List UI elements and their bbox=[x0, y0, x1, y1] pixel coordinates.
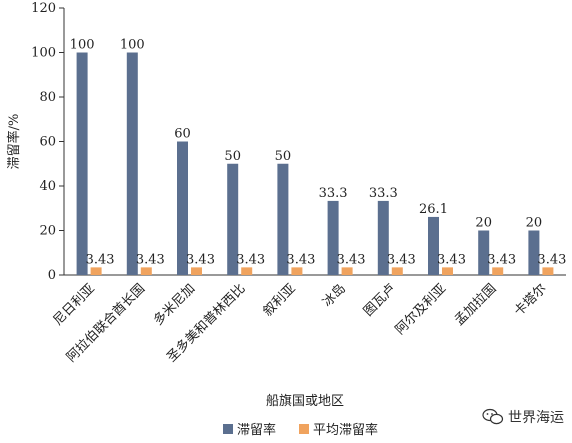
data-label-retention-rate: 100 bbox=[70, 38, 95, 53]
watermark-text: 世界海运 bbox=[508, 410, 564, 426]
bar-average-retention-rate bbox=[542, 267, 554, 275]
data-labels: 100 3.43 100 3.43 60 3.43 50 3.43 50 3.43 33.3 3.43… bbox=[70, 38, 567, 268]
bar-retention-rate bbox=[76, 52, 88, 275]
bar-average-retention-rate bbox=[191, 267, 202, 275]
bar-retention-rate bbox=[227, 163, 239, 275]
legend-label-average-retention-rate: 平均滞留率 bbox=[313, 422, 378, 438]
category-label: 叙利亚 bbox=[261, 281, 299, 319]
bar-retention-rate bbox=[277, 163, 289, 275]
y-tick-label: 60 bbox=[39, 135, 56, 150]
y-tick-label: 100 bbox=[31, 46, 56, 61]
legend-swatch-average-retention-rate bbox=[299, 424, 309, 434]
y-tick-label: 40 bbox=[39, 179, 56, 194]
category-label: 孟加拉国 bbox=[452, 281, 499, 328]
data-label-retention-rate: 60 bbox=[174, 127, 191, 142]
category-label: 冰岛 bbox=[319, 281, 349, 311]
category-label: 多米尼加 bbox=[150, 281, 198, 329]
y-axis-title: 滞留率/% bbox=[6, 114, 22, 170]
legend: 滞留率 平均滞留率 bbox=[223, 422, 378, 438]
data-label-average-retention-rate: 3.43 bbox=[537, 252, 566, 267]
x-axis-title: 船旗国或地区 bbox=[266, 393, 344, 409]
bar-average-retention-rate bbox=[341, 267, 353, 275]
data-label-average-retention-rate: 3.43 bbox=[286, 252, 315, 267]
bars bbox=[76, 52, 554, 275]
bar-retention-rate bbox=[126, 52, 138, 275]
category-label: 尼日利亚 bbox=[51, 281, 98, 328]
bar-average-retention-rate bbox=[442, 267, 453, 275]
y-tick-label: 120 bbox=[31, 1, 56, 16]
data-label-retention-rate: 33.3 bbox=[369, 186, 398, 201]
wechat-icon bbox=[482, 408, 504, 425]
bar-average-retention-rate bbox=[391, 267, 403, 275]
data-label-average-retention-rate: 3.43 bbox=[186, 252, 215, 267]
bar-average-retention-rate bbox=[492, 267, 504, 275]
bar-retention-rate bbox=[528, 230, 540, 275]
y-tick-label: 20 bbox=[39, 224, 56, 239]
legend-label-retention-rate: 滞留率 bbox=[237, 422, 276, 438]
data-label-average-retention-rate: 3.43 bbox=[86, 252, 115, 267]
bar-average-retention-rate bbox=[241, 267, 253, 275]
bar-retention-rate bbox=[428, 216, 439, 275]
data-label-retention-rate: 26.1 bbox=[419, 202, 448, 217]
data-label-average-retention-rate: 3.43 bbox=[487, 252, 516, 267]
data-label-retention-rate: 100 bbox=[120, 38, 145, 53]
y-tick-label: 80 bbox=[39, 90, 56, 105]
y-axis: 0 20 40 60 80 100 120 bbox=[31, 1, 65, 283]
category-label: 图瓦卢 bbox=[360, 281, 399, 320]
data-label-retention-rate: 20 bbox=[526, 216, 543, 231]
data-label-average-retention-rate: 3.43 bbox=[337, 252, 366, 267]
data-label-average-retention-rate: 3.43 bbox=[236, 252, 265, 267]
bar-average-retention-rate bbox=[90, 267, 102, 275]
bar-average-retention-rate bbox=[140, 267, 152, 275]
data-label-average-retention-rate: 3.43 bbox=[387, 252, 416, 267]
data-label-retention-rate: 20 bbox=[475, 216, 492, 231]
data-label-retention-rate: 50 bbox=[224, 149, 241, 164]
bar-retention-rate bbox=[377, 200, 389, 275]
data-label-retention-rate: 50 bbox=[275, 149, 292, 164]
data-label-average-retention-rate: 3.43 bbox=[437, 252, 466, 267]
data-label-retention-rate: 33.3 bbox=[319, 186, 348, 201]
watermark: 世界海运 bbox=[482, 407, 564, 427]
y-tick-label: 0 bbox=[48, 268, 56, 283]
legend-swatch-retention-rate bbox=[223, 424, 233, 434]
category-label: 阿尔及利亚 bbox=[393, 281, 450, 338]
bar-retention-rate bbox=[478, 230, 490, 275]
bar-retention-rate bbox=[177, 141, 188, 275]
data-label-average-retention-rate: 3.43 bbox=[136, 252, 165, 267]
bar-average-retention-rate bbox=[291, 267, 303, 275]
category-label: 卡塔尔 bbox=[512, 281, 550, 319]
bar-retention-rate bbox=[327, 200, 339, 275]
